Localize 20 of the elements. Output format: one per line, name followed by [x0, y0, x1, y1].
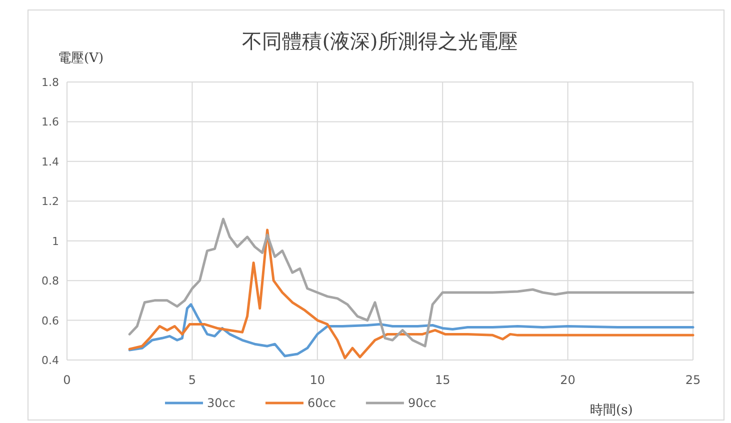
y-tick-label: 1.2: [42, 195, 59, 208]
y-tick-label: 1.8: [42, 76, 59, 89]
legend-label: 90cc: [408, 396, 436, 410]
y-axis-title: 電壓(V): [58, 51, 104, 66]
y-tick-label: 0.4: [42, 354, 59, 367]
chart-title: 不同體積(液深)所測得之光電壓: [242, 29, 518, 53]
legend-label: 60cc: [307, 396, 336, 410]
x-tick-label: 25: [685, 373, 701, 387]
x-tick-label: 0: [63, 373, 71, 387]
x-axis-title: 時間(s): [590, 403, 633, 418]
x-tick-label: 10: [310, 373, 326, 387]
y-tick-label: 0.6: [42, 314, 59, 328]
y-tick-label: 1.6: [42, 116, 59, 129]
y-tick-label: 1.4: [42, 155, 59, 168]
y-tick-label: 0.8: [42, 274, 59, 288]
x-tick-label: 20: [560, 373, 576, 387]
x-tick-label: 5: [188, 373, 196, 387]
y-tick-label: 1: [52, 234, 59, 248]
x-tick-label: 15: [434, 373, 450, 387]
legend-label: 30cc: [207, 396, 236, 410]
